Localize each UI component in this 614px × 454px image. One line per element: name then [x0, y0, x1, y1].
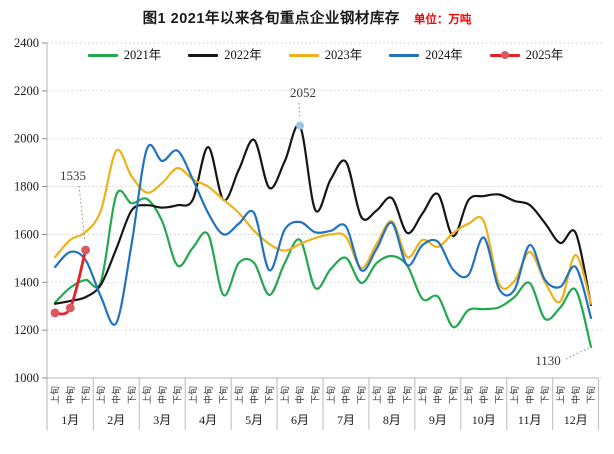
legend: 2021年 2022年 2023年 2024年 2025年 [47, 46, 604, 64]
x-tick-label: 上旬 [233, 386, 244, 404]
annotation-connector [78, 185, 86, 243]
x-tick-label: 上旬 [417, 386, 428, 404]
y-axis-label: 1800 [14, 180, 39, 194]
y-axis-label: 1400 [14, 275, 39, 289]
annotation-connector [298, 102, 301, 120]
x-tick-label: 上旬 [371, 386, 382, 404]
x-tick-label: 中旬 [248, 386, 259, 404]
series-marker-2025年 [50, 308, 60, 318]
y-axis-label: 2400 [14, 36, 39, 50]
annotation-1535: 1535 [60, 168, 86, 183]
month-label: 12月 [564, 413, 588, 427]
x-tick-label: 上旬 [325, 386, 336, 404]
legend-label: 2023年 [324, 47, 363, 62]
x-tick-label: 下旬 [401, 386, 412, 404]
legend-line-swatch [288, 50, 319, 60]
month-label: 2月 [107, 413, 125, 427]
x-tick-label: 上旬 [463, 386, 474, 404]
y-axis-label: 2200 [14, 84, 39, 98]
x-tick-label: 上旬 [509, 386, 520, 404]
y-axis-label: 2000 [14, 132, 39, 146]
legend-line [87, 54, 118, 57]
series-marker-2025年 [81, 245, 90, 255]
x-tick-label: 下旬 [172, 386, 183, 404]
chart-title: 图1 2021年以来各旬重点企业钢材库存 [142, 11, 400, 27]
x-tick-label: 中旬 [432, 386, 443, 404]
x-tick-label: 中旬 [202, 386, 213, 404]
series-marker-2025年 [65, 303, 75, 313]
legend-label: 2022年 [224, 47, 262, 62]
month-label: 7月 [337, 413, 355, 427]
y-axis-label: 1200 [14, 323, 39, 337]
x-tick-label: 下旬 [126, 386, 137, 404]
series-line-2021年 [53, 189, 593, 348]
x-tick-label: 上旬 [279, 386, 290, 404]
legend-line-swatch [489, 50, 520, 60]
annotation-highlight-dot [296, 121, 304, 130]
series-line-2022年 [53, 123, 593, 307]
legend-item-2022年: 2022年 [188, 49, 262, 62]
x-tick-label: 中旬 [340, 386, 351, 404]
legend-item-2021年: 2021年 [87, 47, 162, 62]
legend-label: 2025年 [525, 47, 564, 62]
x-tick-label: 中旬 [111, 386, 122, 404]
x-tick-label: 上旬 [141, 386, 152, 404]
month-label: 5月 [245, 413, 263, 427]
x-tick-label: 下旬 [493, 386, 504, 404]
y-axis-label: 1000 [14, 371, 39, 385]
x-tick-label: 中旬 [156, 386, 167, 404]
x-tick-label: 下旬 [539, 386, 550, 404]
x-tick-label: 下旬 [218, 386, 229, 404]
unit-label: 单位：万吨 [413, 14, 472, 26]
month-label: 9月 [429, 413, 447, 427]
legend-line [188, 54, 219, 57]
x-tick-label: 上旬 [555, 386, 566, 404]
month-label: 6月 [291, 413, 309, 427]
x-tick-label: 下旬 [80, 386, 91, 404]
x-tick-label: 中旬 [524, 386, 535, 404]
legend-label: 2024年 [425, 47, 463, 62]
x-tick-label: 上旬 [95, 386, 106, 404]
month-label: 3月 [153, 413, 171, 427]
title-row: 图1 2021年以来各旬重点企业钢材库存 单位：万吨 [0, 7, 614, 28]
x-tick-label: 上旬 [49, 386, 60, 404]
annotation-1130: 1130 [535, 353, 561, 368]
series-line-2023年 [53, 148, 593, 305]
x-tick-label: 下旬 [356, 386, 367, 404]
x-tick-label: 中旬 [478, 386, 489, 404]
month-label: 4月 [199, 413, 217, 427]
x-tick-label: 中旬 [65, 386, 76, 404]
month-label: 8月 [383, 413, 401, 427]
x-tick-label: 上旬 [187, 386, 198, 404]
x-tick-label: 中旬 [386, 386, 397, 404]
x-tick-label: 下旬 [447, 386, 458, 404]
x-tick-label: 下旬 [585, 386, 596, 404]
legend-item-2024年: 2024年 [389, 49, 463, 62]
annotation-2052: 2052 [290, 85, 316, 100]
y-axis-label: 1600 [14, 227, 39, 241]
x-tick-label: 中旬 [294, 386, 305, 404]
legend-line-swatch [188, 50, 219, 60]
annotation-connector [565, 347, 590, 360]
x-tick-label: 下旬 [264, 386, 275, 404]
month-label: 1月 [61, 413, 79, 427]
x-tick-label: 中旬 [570, 386, 581, 404]
legend-line-swatch [389, 50, 420, 60]
x-tick-label: 下旬 [310, 386, 321, 404]
legend-line-swatch [87, 50, 118, 60]
month-label: 11月 [518, 413, 542, 427]
legend-item-2023年: 2023年 [288, 47, 363, 62]
month-label: 10月 [472, 413, 496, 427]
legend-label: 2021年 [123, 47, 162, 62]
legend-line [389, 54, 420, 57]
legend-item-2025年: 2025年 [489, 47, 564, 62]
legend-marker-dot [500, 51, 509, 59]
legend-line [288, 54, 319, 57]
series-line-2024年 [53, 143, 593, 326]
